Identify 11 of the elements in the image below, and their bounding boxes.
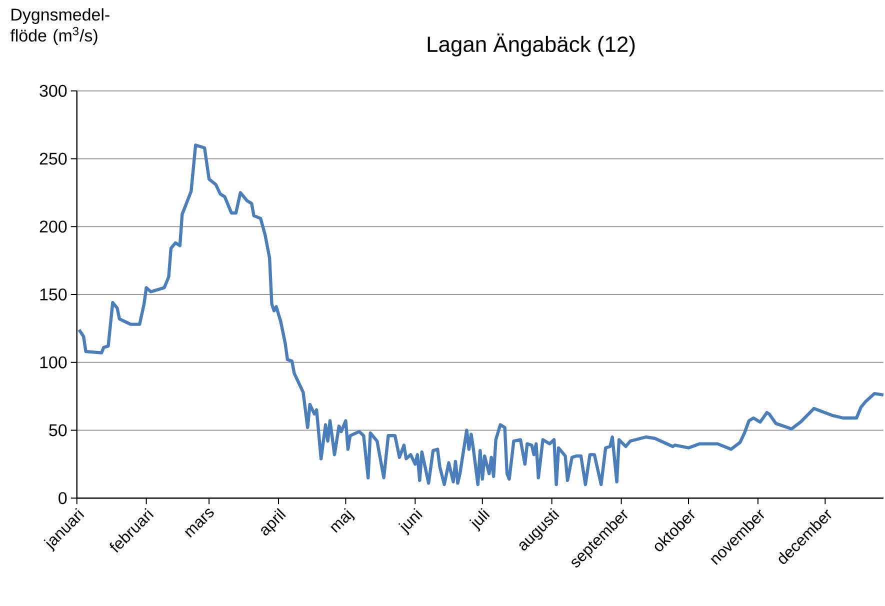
y-tick-label: 250	[40, 152, 67, 165]
y-tick-label: 50	[49, 424, 67, 436]
x-tick-label: juli	[469, 508, 490, 532]
x-tick-label: maj	[330, 508, 355, 533]
chart-title: Lagan Ängabäck (12)	[428, 33, 635, 56]
y-tick-label: 100	[40, 356, 67, 368]
y-tick-label: 200	[40, 220, 67, 233]
y-tick-label: 300	[40, 84, 67, 97]
y-tick-label: 0	[58, 492, 67, 504]
y-tick-label: 150	[40, 288, 67, 301]
y-axis-title: Dygnsmedel-flöde (m$^{3}$/s)	[10, 8, 110, 45]
